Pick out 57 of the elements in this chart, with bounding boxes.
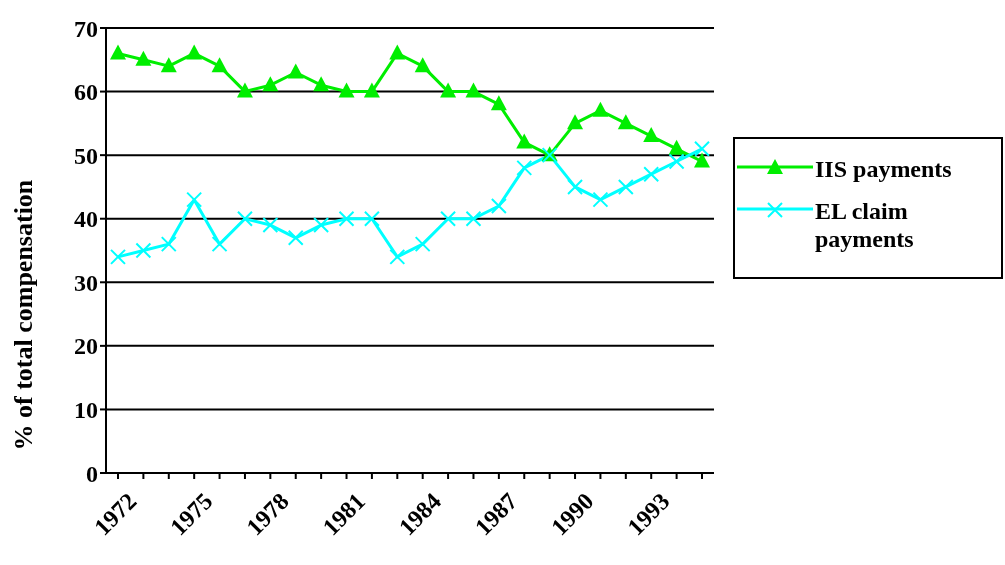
point (186, 44, 203, 60)
point (313, 217, 330, 234)
point (160, 57, 177, 73)
point (592, 191, 609, 208)
point (287, 63, 304, 79)
point (490, 198, 507, 214)
point (186, 191, 203, 208)
point (440, 210, 457, 227)
point (338, 210, 355, 227)
y-tick-label: 70 (74, 15, 98, 42)
point (668, 153, 685, 170)
point (465, 210, 482, 227)
point (110, 248, 126, 265)
point (389, 44, 406, 60)
point (567, 178, 584, 195)
y-axis-title: % of total compensation (9, 179, 39, 451)
point (313, 76, 330, 92)
point (135, 50, 152, 66)
y-tick-label: 60 (74, 79, 98, 106)
point (643, 127, 660, 143)
y-tick-label: 10 (74, 396, 98, 423)
point (236, 210, 253, 227)
point (414, 57, 431, 73)
y-tick-label: 0 (86, 460, 98, 487)
point (135, 242, 152, 259)
point (160, 236, 177, 253)
point (338, 82, 355, 98)
point (694, 152, 710, 168)
y-tick-label: 40 (74, 206, 98, 233)
point (110, 44, 126, 60)
point (465, 82, 482, 98)
y-tick-label: 20 (74, 333, 98, 360)
point (694, 140, 710, 157)
point (668, 139, 685, 155)
point (262, 76, 279, 92)
point (236, 82, 253, 98)
point (592, 101, 609, 117)
point (363, 210, 380, 227)
point (490, 95, 507, 111)
point (516, 133, 533, 149)
y-tick-label: 30 (74, 269, 98, 296)
point (617, 114, 634, 130)
point (262, 217, 279, 234)
point (389, 248, 406, 265)
point (211, 57, 228, 73)
point (287, 229, 304, 246)
point (414, 236, 431, 253)
y-tick-label: 50 (74, 142, 98, 169)
point (211, 236, 228, 253)
point (440, 82, 457, 98)
point (643, 166, 660, 183)
point (567, 114, 584, 130)
point (516, 159, 533, 176)
legend-label: EL claim payments (815, 197, 915, 253)
point (617, 178, 634, 195)
point (363, 82, 380, 98)
legend-label: IIS payments (815, 155, 953, 183)
